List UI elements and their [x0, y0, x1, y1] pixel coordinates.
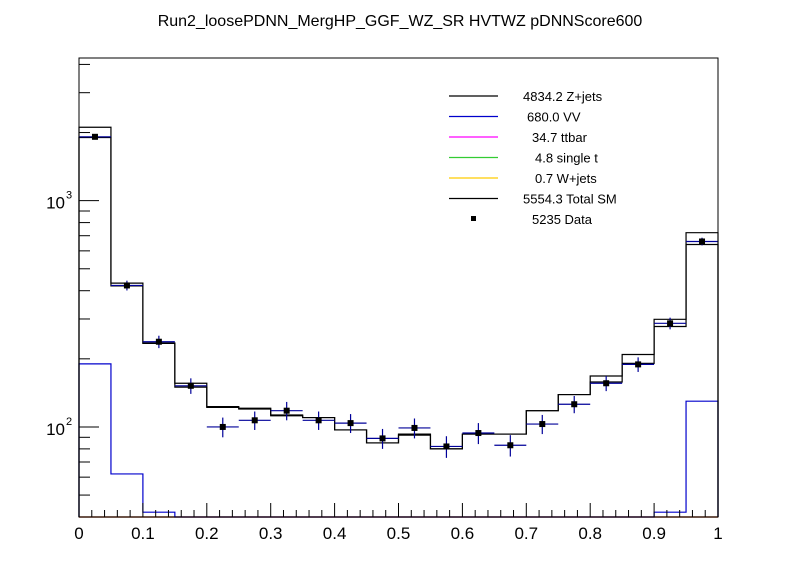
- data-point: [622, 357, 655, 372]
- data-point: [558, 396, 591, 414]
- data-point: [142, 335, 175, 349]
- data-marker: [155, 338, 162, 345]
- data-point: [206, 417, 239, 438]
- hist-total-sm: [78, 126, 719, 517]
- legend-label: 4834.2 Z+jets: [523, 89, 603, 104]
- y-tick-exponent: 3: [66, 190, 72, 202]
- plot-frame: [78, 57, 719, 518]
- data-point: [654, 317, 687, 330]
- x-tick-label: 0.8: [578, 524, 602, 543]
- histogram-layer: [78, 126, 719, 518]
- data-marker: [571, 401, 578, 408]
- data-point: [430, 436, 463, 458]
- data-point: [270, 401, 303, 421]
- legend-label: 5554.3 Total SM: [523, 192, 617, 207]
- data-point: [174, 378, 207, 394]
- x-tick-label: 0.3: [259, 524, 283, 543]
- data-marker: [699, 238, 706, 245]
- legend-entry: 5235 Data: [471, 212, 593, 227]
- legend: 4834.2 Z+jets 680.0 VV 34.7 ttbar 4.8 singl…: [449, 89, 617, 227]
- data-marker: [315, 417, 322, 424]
- x-tick-label: 0.5: [387, 524, 411, 543]
- data-marker: [283, 407, 290, 414]
- data-point: [526, 414, 559, 435]
- legend-entry: 680.0 VV: [449, 110, 581, 125]
- x-tick-label: 0.1: [131, 524, 155, 543]
- hist-z-jets: [78, 136, 719, 517]
- data-marker: [443, 443, 450, 450]
- legend-entry: 34.7 ttbar: [449, 130, 588, 145]
- data-point: [462, 423, 495, 445]
- x-tick-label: 0.4: [323, 524, 347, 543]
- data-marker: [347, 420, 354, 427]
- data-marker: [219, 423, 226, 430]
- data-point: [79, 133, 111, 140]
- data-marker: [123, 282, 130, 289]
- data-marker: [475, 430, 482, 437]
- x-tick-label: 0.7: [514, 524, 538, 543]
- data-point: [302, 411, 335, 430]
- legend-entry: 4834.2 Z+jets: [449, 89, 603, 104]
- data-point: [398, 418, 431, 439]
- legend-label: 0.7 W+jets: [535, 171, 597, 186]
- legend-label: 4.8 single t: [535, 151, 598, 166]
- legend-label: 34.7 ttbar: [532, 130, 588, 145]
- data-point: [238, 411, 271, 430]
- legend-entry: 4.8 single t: [449, 151, 598, 166]
- data-marker: [411, 424, 418, 431]
- y-tick-label: 10: [46, 194, 65, 213]
- x-tick-label: 0.2: [195, 524, 219, 543]
- data-marker: [187, 382, 194, 389]
- x-tick-label: 0: [74, 524, 83, 543]
- data-marker: [635, 361, 642, 368]
- legend-entry: 0.7 W+jets: [449, 171, 597, 186]
- data-marker: [379, 435, 386, 442]
- chart-title: Run2_loosePDNN_MergHP_GGF_WZ_SR HVTWZ pD…: [158, 13, 643, 30]
- y-tick-label: 10: [46, 420, 65, 439]
- data-point: [686, 237, 718, 246]
- data-marker: [667, 320, 674, 327]
- x-tick-label: 1: [713, 524, 722, 543]
- data-marker: [91, 133, 98, 140]
- data-point: [366, 428, 399, 449]
- data-points-layer: [79, 133, 718, 458]
- x-tick-label: 0.6: [451, 524, 475, 543]
- x-tick-label: 0.9: [642, 524, 666, 543]
- y-tick-exponent: 2: [66, 416, 72, 428]
- legend-entry: 5554.3 Total SM: [449, 192, 617, 207]
- data-point: [110, 280, 143, 291]
- data-marker: [251, 417, 258, 424]
- data-marker: [603, 380, 610, 387]
- legend-label: 5235 Data: [532, 212, 593, 227]
- data-marker: [539, 421, 546, 428]
- data-point: [334, 414, 367, 434]
- data-marker: [507, 442, 514, 449]
- data-point: [590, 375, 623, 392]
- legend-marker: [471, 216, 476, 221]
- data-point: [494, 435, 527, 457]
- legend-label: 680.0 VV: [527, 110, 581, 125]
